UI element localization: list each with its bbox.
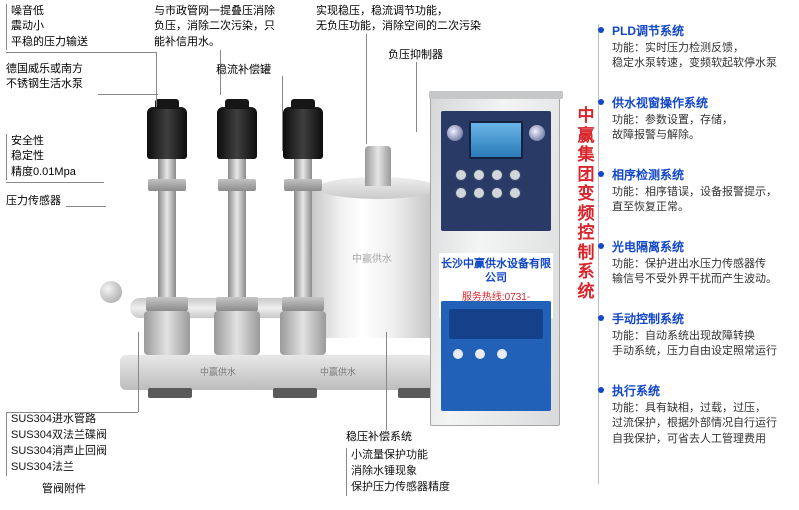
annotation-sensor: 压力传感器 [6, 194, 61, 209]
pump-3 [280, 107, 326, 355]
feature-window: 供水视窗操作系统 功能：参数设置，存储， 故障报警与解除。 [612, 94, 792, 144]
annotation-pipe-fittings: SUS304进水管路 SUS304双法兰碟阀 SUS304消声止回阀 SUS30… [6, 412, 107, 498]
company-name: 长沙中赢供水设备有限公司 [441, 257, 551, 286]
annotation-pump-brand: 德国威乐或南方 不锈钢生活水泵 [6, 62, 83, 93]
annotation-stable: 实现稳压，稳流调节功能， 无负压功能，消除空间的二次污染 [316, 4, 481, 35]
right-separator [598, 24, 599, 484]
feature-optical: 光电隔离系统 功能：保护进出水压力传感器传 输信号不受外界干扰而产生波动。 [612, 238, 792, 288]
annotation-noise: 噪音低 震动小 平稳的压力输送 [6, 4, 88, 50]
cabinet-upper-panel [441, 111, 551, 231]
annotation-precision: 安全性 稳定性 精度0.01Mpa [6, 134, 76, 180]
feature-manual: 手动控制系统 功能：自动系统出现故障转换 手动系统，压力自由设定照常运行 [612, 310, 792, 360]
feature-phase: 相序检测系统 功能：相序错误，设备报警提示， 直至恢复正常。 [612, 166, 792, 216]
pressure-sensor [100, 281, 122, 303]
pump-2 [214, 107, 260, 355]
base-watermark-2: 中赢供水 [320, 365, 356, 378]
cabinet-lower-panel [441, 301, 551, 411]
base-watermark-1: 中赢供水 [200, 365, 236, 378]
annotation-compensation-system: 稳压补偿系统 小流量保护功能 消除水锤现象 保护压力传感器精度 [346, 430, 450, 496]
equipment-base: 中赢供水 中赢供水 [120, 355, 470, 390]
control-cabinet: 长沙中赢供水设备有限公司 服务热线:0731-85261150 [430, 96, 560, 426]
annotation-municipal: 与市政管网一提叠压消除 负压，消除二次污染，只 能补信用水。 [154, 4, 275, 50]
equipment-assembly: 中赢供水 中赢供水 中赢供水 [120, 85, 470, 390]
feature-pld: PLD调节系统 功能：实时压力检测反馈， 稳定水泵转速，变频软起软停水泵 [612, 22, 792, 72]
annotation-buffer-tank: 稳流补偿罐 [216, 63, 271, 78]
system-title-vertical: 中赢集团变频控制系统 [576, 106, 596, 301]
cabinet-screen [469, 121, 523, 159]
tank-watermark: 中赢供水 [352, 250, 392, 265]
pump-1 [144, 107, 190, 355]
feature-exec: 执行系统 功能：具有缺相，过载，过压， 过流保护，根据外部情况自行运行 自我保护… [612, 382, 792, 447]
